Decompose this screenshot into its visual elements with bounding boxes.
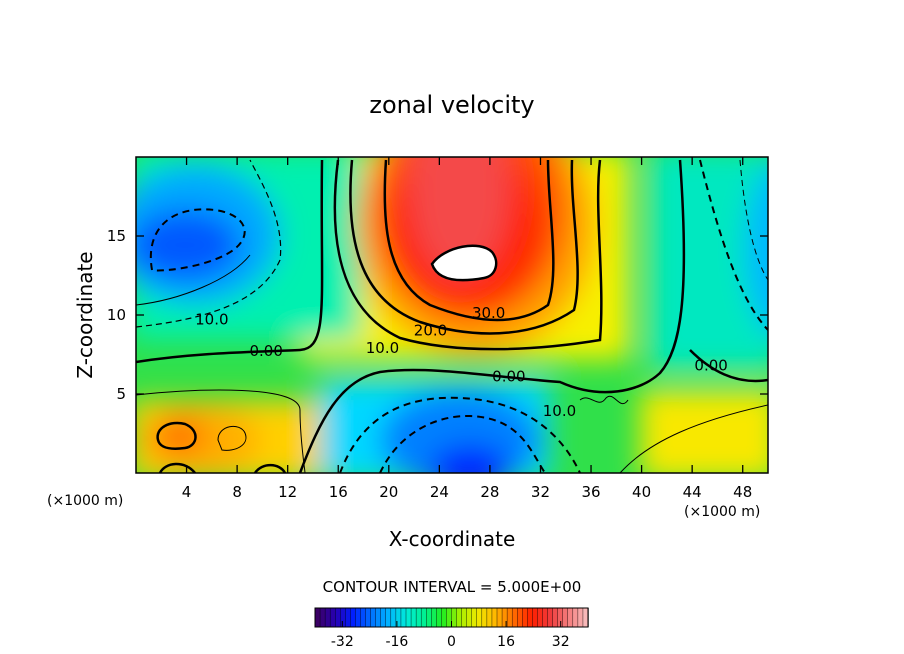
colorbar-cell [451,607,458,628]
colorbar-cell [370,607,377,628]
colorbar-cell [436,607,443,628]
colorbar-cell [522,607,529,628]
colorbar-cell [335,607,341,628]
colorbar-cell [345,607,352,628]
x-tick-label: 24 [430,483,449,501]
colorbar-cell [537,607,544,628]
colorbar-cell [511,607,518,628]
colorbar-cell [501,607,508,628]
x-tick-label: 32 [531,483,550,501]
y-tick-label: 5 [116,385,126,403]
x-tick-label: 20 [379,483,398,501]
colorbar-cell [527,607,534,628]
x-tick-label: 8 [232,483,242,501]
colorbar-cell [324,607,331,628]
colorbar-cell [506,607,513,628]
contour-label: 0.00 [249,342,282,360]
colorbar-cell [542,607,549,628]
colorbar: -32 -16 0 16 32 [314,607,589,650]
colorbar-cell [415,607,422,628]
y-axis-ticks: 5 10 15 [107,227,768,403]
contour-interval-text: CONTOUR INTERVAL = 5.000E+00 [323,578,582,596]
x-tick-label: 16 [329,483,348,501]
contour-label: 30.0 [472,304,505,322]
colorbar-cell [329,607,336,628]
x-tick-label: 44 [683,483,702,501]
colorbar-cell [496,607,503,628]
colorbar-cell [431,607,438,628]
colorbar-cell [486,607,493,628]
colorbar-cell [375,607,382,628]
x-axis-label: X-coordinate [389,527,516,551]
x-unit-label-right: (×1000 m) [684,504,760,520]
colorbar-cell [491,607,498,628]
colorbar-cell [441,607,448,628]
colorbar-cell [420,607,427,628]
colorbar-cell [400,607,407,628]
x-tick-label: 28 [480,483,499,501]
colorbar-cell [340,607,347,628]
contour-label: 10.0 [543,402,576,420]
colorbar-cell [461,607,468,628]
chart-title: zonal velocity [369,91,534,119]
colorbar-cell [466,607,473,628]
colorbar-cell [360,607,367,628]
contour-label: 10.0 [195,310,228,328]
x-axis-ticks: 4 8 12 16 20 24 28 32 36 40 44 48 [182,157,752,501]
x-tick-label: 4 [182,483,192,501]
colorbar-cell [390,607,397,628]
colorbar-cell [562,607,569,628]
colorbar-cell [319,607,326,628]
x-unit-label-left: (×1000 m) [47,493,123,509]
colorbar-tick-label: -32 [331,634,354,650]
colorbar-tick-label: 0 [447,634,456,650]
colorbar-cell [476,607,483,628]
y-axis-label: Z-coordinate [73,251,97,378]
contour-label: 20.0 [414,322,447,340]
colorbar-cell [410,607,417,628]
colorbar-tick-label: 16 [497,634,515,650]
colorbar-cell [355,607,362,628]
contour-label: 0.00 [492,367,525,385]
y-tick-label: 15 [107,227,126,245]
colorbar-cell [481,607,488,628]
colorbar-cell [314,607,321,628]
colorbar-cell [456,607,463,628]
colorbar-cell [577,607,584,628]
colorbar-cell [365,607,372,628]
colorbar-cell [471,607,478,628]
contour-labels: 10.0 0.00 10.0 20.0 30.0 0.00 10.0 0.00 [195,304,728,420]
colorbar-cell [547,607,554,628]
colorbar-cell [385,607,392,628]
colorbar-tick-label: 32 [552,634,570,650]
x-tick-label: 48 [733,483,752,501]
colorbar-tick-label: -16 [385,634,408,650]
y-tick-label: 10 [107,306,126,324]
x-tick-label: 12 [278,483,297,501]
colorbar-cell [567,607,574,628]
x-tick-label: 36 [581,483,600,501]
contour-field [136,157,768,473]
colorbar-cell [350,607,357,628]
colorbar-cell [517,607,523,628]
contour-label: 0.00 [694,356,727,374]
colorbar-cell [532,607,539,628]
colorbar-cell [552,607,559,628]
colorbar-cell [405,607,412,628]
x-tick-label: 40 [632,483,651,501]
colorbar-cell [380,607,387,628]
colorbar-cell [572,607,579,628]
colorbar-cell [426,607,432,628]
contour-label: 10.0 [366,339,399,357]
